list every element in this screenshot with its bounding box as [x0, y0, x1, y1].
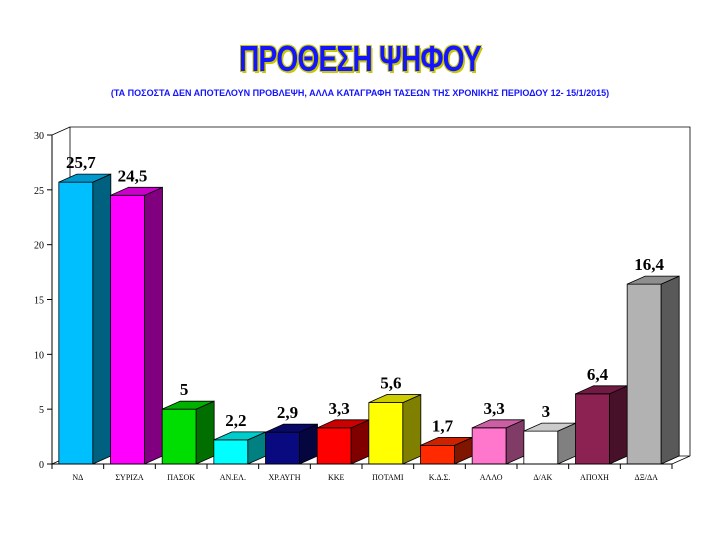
bar-top	[627, 275, 680, 285]
x-tick-label: ΔΞ/ΔΑ	[634, 473, 658, 482]
bar-front	[420, 444, 455, 465]
x-tick-label: Δ/ΑΚ	[533, 473, 552, 482]
bar	[420, 436, 473, 465]
bar-side	[402, 393, 422, 465]
bar	[316, 419, 370, 465]
data-label: 16,4	[634, 255, 664, 274]
y-tick-label: 0	[39, 460, 44, 471]
chart-subtitle: (ΤΑ ΠΟΣΟΣΤΑ ΔΕΝ ΑΠΟΤΕΛΟΥΝ ΠΡΟΒΛΕΨΗ, ΑΛΛΑ…	[110, 88, 610, 98]
data-label: 1,7	[432, 416, 454, 435]
x-tick-label: ΠΑΣΟΚ	[167, 473, 195, 482]
data-label: 3,3	[329, 399, 350, 418]
x-tick-label: ΚΚΕ	[328, 473, 345, 482]
bar-front	[626, 283, 662, 465]
bar	[368, 393, 422, 465]
x-axis-labels: ΝΔ ΣΥΡΙΖΑ ΠΑΣΟΚ ΑΝ.ΕΛ. ΧΡ.ΑΥΓΗ ΚΚΕ ΠΟΤΑΜΙ Κ.Δ.Σ…	[51, 463, 673, 482]
left-wall-top	[51, 126, 71, 136]
y-tick-label: 5	[39, 405, 44, 416]
y-axis: 0 5 10 15 20 25 30	[34, 131, 53, 471]
bar-front	[316, 427, 352, 465]
y-tick-label: 15	[34, 296, 44, 307]
bar	[213, 431, 267, 465]
bar-front	[575, 393, 610, 465]
y-tick-label: 20	[34, 241, 44, 252]
bar	[110, 186, 163, 465]
bar-top	[58, 173, 111, 183]
x-tick-label: ΠΟΤΑΜΙ	[372, 473, 404, 482]
bar	[265, 423, 318, 465]
bar-side	[195, 400, 215, 465]
x-tick-label: ΑΛΛΟ	[480, 473, 503, 482]
bar-front	[471, 427, 507, 465]
data-label: 3	[542, 402, 551, 421]
bar	[161, 400, 215, 465]
data-label: 5,6	[380, 374, 401, 393]
data-label: 24,5	[118, 166, 148, 185]
chart-title: ΠΡΟΘΕΣΗ ΨΗΦΟΥ	[238, 38, 482, 79]
x-tick-label: ΧΡ.ΑΥΓΗ	[268, 473, 300, 482]
bar	[58, 173, 112, 465]
bar-front	[110, 194, 145, 465]
bar-front	[265, 431, 300, 465]
bar-front	[161, 408, 197, 465]
bar-front	[213, 439, 249, 465]
bar-top	[368, 394, 421, 403]
bar-front	[58, 181, 94, 465]
bar-top	[110, 186, 163, 196]
bar-top	[472, 419, 525, 429]
bar-front	[368, 402, 404, 465]
bar	[471, 419, 525, 465]
data-label: 2,9	[277, 403, 298, 422]
x-tick-label: ΣΥΡΙΖΑ	[115, 473, 143, 482]
y-tick-label: 30	[34, 131, 44, 142]
bar-top	[265, 423, 318, 433]
bar-side	[92, 173, 112, 465]
y-tick-label: 10	[34, 350, 44, 361]
x-tick-label: ΑΝ.ΕΛ.	[220, 473, 246, 482]
x-tick-label: ΝΔ	[72, 473, 83, 482]
x-tick-label: ΑΠΟΧΗ	[580, 473, 609, 482]
x-tick-label: Κ.Δ.Σ.	[429, 473, 451, 482]
bar-side	[144, 186, 163, 465]
bar-front	[523, 430, 559, 465]
bar	[626, 275, 680, 465]
data-label: 3,3	[484, 399, 505, 418]
bar-top	[162, 400, 215, 410]
bar	[523, 422, 577, 465]
data-label: 2,2	[225, 411, 246, 430]
bar-side	[609, 385, 628, 465]
data-label: 5	[180, 380, 189, 399]
data-labels: 25,7 24,5 5 2,2 2,9 3,3 5,6 1,7 3,3 3 6,4 16,4	[66, 153, 665, 435]
y-tick-label: 25	[34, 186, 44, 197]
data-label: 6,4	[587, 365, 609, 384]
bar-side	[660, 275, 680, 465]
data-label: 25,7	[66, 153, 96, 172]
bars	[58, 173, 680, 465]
bar	[575, 385, 628, 465]
